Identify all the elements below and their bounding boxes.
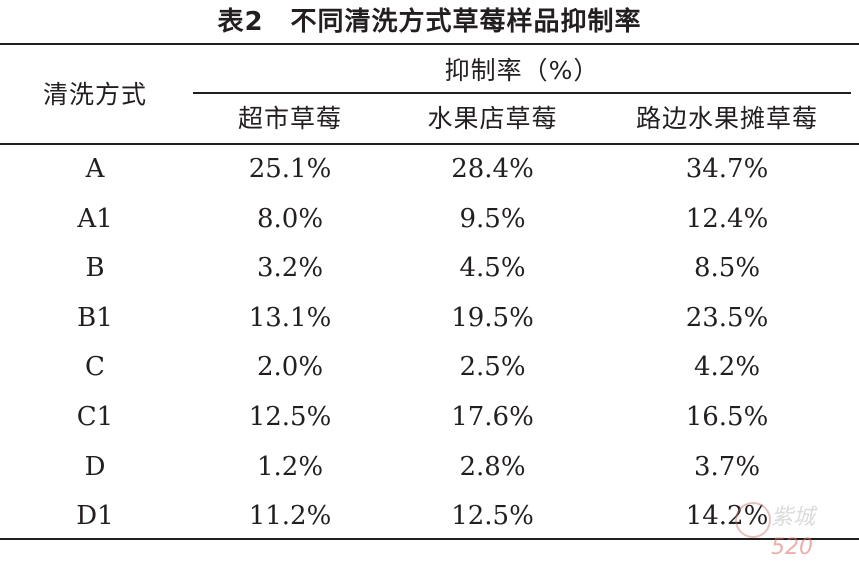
header-method: 清洗方式 [42,80,147,109]
cell-supermarket: 13.1% [248,303,332,333]
header-supermarket: 超市草莓 [237,104,342,133]
header-fruit-shop: 水果店草莓 [427,104,558,133]
cell-fruit-shop: 2.5% [459,352,526,382]
cell-fruit-shop: 17.6% [451,402,534,432]
top-rule [0,43,859,45]
cell-fruit-shop: 19.5% [451,303,534,333]
header-inhibition-rate: 抑制率（%） [444,56,600,85]
row-method-label: A1 [77,204,113,234]
cell-fruit-shop: 9.5% [459,204,526,234]
cell-supermarket: 1.2% [256,452,324,482]
cell-roadside-stall: 12.4% [685,204,769,234]
row-method-label: C1 [76,402,114,432]
header-bottom-rule [0,143,859,145]
cell-roadside-stall: 23.5% [685,303,769,333]
row-method-label: D [84,452,106,482]
cell-fruit-shop: 28.4% [451,154,534,184]
header-roadside-stall: 路边水果摊草莓 [635,104,818,133]
cell-supermarket: 25.1% [248,154,332,184]
table-caption: 表2 不同清洗方式草莓样品抑制率 [217,7,642,37]
row-method-label: C [85,352,105,382]
header-sub-rule [193,92,851,94]
cell-supermarket: 8.0% [256,204,324,234]
row-method-label: B [85,253,105,283]
cell-roadside-stall: 4.2% [693,352,761,382]
row-method-label: B1 [77,303,113,333]
bottom-rule [0,538,859,540]
cell-fruit-shop: 12.5% [451,501,534,531]
cell-supermarket: 2.0% [256,352,324,382]
cell-fruit-shop: 2.8% [459,452,526,482]
cell-roadside-stall: 34.7% [685,154,769,184]
cell-fruit-shop: 4.5% [459,253,526,283]
row-method-label: A [85,154,105,184]
cell-roadside-stall: 14.2% [685,501,769,531]
cell-roadside-stall: 3.7% [693,452,761,482]
cell-roadside-stall: 16.5% [685,402,769,432]
cell-supermarket: 11.2% [248,501,332,531]
row-method-label: D1 [76,501,114,531]
cell-supermarket: 3.2% [256,253,324,283]
cell-supermarket: 12.5% [248,402,332,432]
cell-roadside-stall: 8.5% [693,253,761,283]
